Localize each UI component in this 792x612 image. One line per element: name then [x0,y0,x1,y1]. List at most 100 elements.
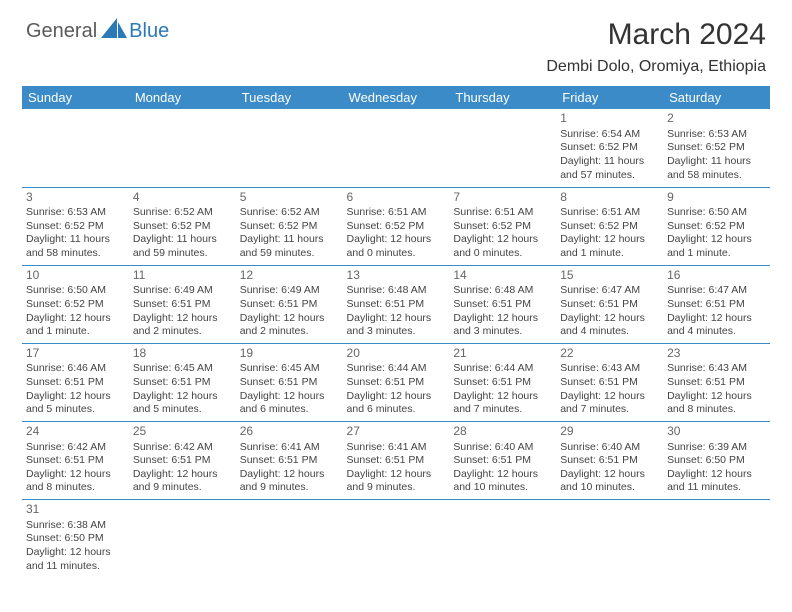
cell-text: and 58 minutes. [26,247,125,261]
cell-text: Daylight: 11 hours [240,233,339,247]
cell-text: Sunrise: 6:42 AM [133,441,232,455]
day-number: 19 [240,346,339,362]
cell-text: Sunrise: 6:51 AM [347,206,446,220]
cell-text: Daylight: 11 hours [667,155,766,169]
cell-text: Sunset: 6:51 PM [453,454,552,468]
cell-text: and 4 minutes. [560,325,659,339]
calendar-body: 1Sunrise: 6:54 AMSunset: 6:52 PMDaylight… [22,109,770,578]
cell-text: and 58 minutes. [667,169,766,183]
calendar-cell: 25Sunrise: 6:42 AMSunset: 6:51 PMDayligh… [129,421,236,499]
cell-text: Sunset: 6:51 PM [560,376,659,390]
calendar-cell: 12Sunrise: 6:49 AMSunset: 6:51 PMDayligh… [236,265,343,343]
day-header: Wednesday [343,86,450,109]
cell-text: Sunrise: 6:47 AM [667,284,766,298]
empty-cell [22,109,129,187]
cell-text: Daylight: 11 hours [560,155,659,169]
cell-text: Sunset: 6:52 PM [667,141,766,155]
calendar-cell: 24Sunrise: 6:42 AMSunset: 6:51 PMDayligh… [22,421,129,499]
brand-part2: Blue [129,20,169,43]
cell-text: Sunset: 6:51 PM [240,454,339,468]
cell-text: Sunrise: 6:48 AM [453,284,552,298]
calendar-cell: 19Sunrise: 6:45 AMSunset: 6:51 PMDayligh… [236,343,343,421]
empty-cell [343,500,450,578]
cell-text: Sunrise: 6:42 AM [26,441,125,455]
calendar-cell: 26Sunrise: 6:41 AMSunset: 6:51 PMDayligh… [236,421,343,499]
cell-text: Sunrise: 6:44 AM [347,362,446,376]
day-number: 5 [240,190,339,206]
empty-cell [343,109,450,187]
cell-text: Daylight: 12 hours [667,390,766,404]
calendar-cell: 16Sunrise: 6:47 AMSunset: 6:51 PMDayligh… [663,265,770,343]
cell-text: and 6 minutes. [240,403,339,417]
cell-text: and 7 minutes. [560,403,659,417]
cell-text: and 5 minutes. [133,403,232,417]
cell-text: Sunset: 6:51 PM [560,298,659,312]
cell-text: Daylight: 12 hours [26,546,125,560]
cell-text: Sunset: 6:50 PM [667,454,766,468]
calendar-row: 10Sunrise: 6:50 AMSunset: 6:52 PMDayligh… [22,265,770,343]
cell-text: Sunset: 6:52 PM [560,141,659,155]
calendar-cell: 15Sunrise: 6:47 AMSunset: 6:51 PMDayligh… [556,265,663,343]
cell-text: Sunset: 6:51 PM [667,298,766,312]
day-header: Monday [129,86,236,109]
cell-text: Sunrise: 6:49 AM [133,284,232,298]
cell-text: Sunrise: 6:52 AM [240,206,339,220]
cell-text: Sunset: 6:51 PM [347,298,446,312]
cell-text: and 7 minutes. [453,403,552,417]
cell-text: and 6 minutes. [347,403,446,417]
calendar-row: 24Sunrise: 6:42 AMSunset: 6:51 PMDayligh… [22,421,770,499]
title-block: March 2024 Dembi Dolo, Oromiya, Ethiopia [546,18,766,76]
calendar-cell: 23Sunrise: 6:43 AMSunset: 6:51 PMDayligh… [663,343,770,421]
cell-text: Sunrise: 6:45 AM [133,362,232,376]
cell-text: Sunrise: 6:47 AM [560,284,659,298]
cell-text: Sunrise: 6:45 AM [240,362,339,376]
cell-text: Sunset: 6:52 PM [453,220,552,234]
cell-text: and 9 minutes. [347,481,446,495]
day-number: 24 [26,424,125,440]
day-header: Sunday [22,86,129,109]
cell-text: Daylight: 12 hours [453,468,552,482]
cell-text: Daylight: 12 hours [347,390,446,404]
empty-cell [236,500,343,578]
cell-text: Sunset: 6:51 PM [240,376,339,390]
day-number: 21 [453,346,552,362]
brand-part1: General [26,20,97,43]
cell-text: Daylight: 11 hours [26,233,125,247]
cell-text: Sunset: 6:51 PM [26,376,125,390]
cell-text: Sunset: 6:52 PM [667,220,766,234]
day-number: 13 [347,268,446,284]
day-header-row: SundayMondayTuesdayWednesdayThursdayFrid… [22,86,770,109]
cell-text: and 11 minutes. [667,481,766,495]
empty-cell [129,500,236,578]
cell-text: Sunrise: 6:40 AM [560,441,659,455]
empty-cell [449,109,556,187]
calendar-cell: 14Sunrise: 6:48 AMSunset: 6:51 PMDayligh… [449,265,556,343]
calendar-cell: 10Sunrise: 6:50 AMSunset: 6:52 PMDayligh… [22,265,129,343]
cell-text: Sunset: 6:51 PM [26,454,125,468]
calendar-cell: 7Sunrise: 6:51 AMSunset: 6:52 PMDaylight… [449,187,556,265]
calendar-row: 17Sunrise: 6:46 AMSunset: 6:51 PMDayligh… [22,343,770,421]
cell-text: Sunrise: 6:43 AM [560,362,659,376]
cell-text: Sunset: 6:52 PM [133,220,232,234]
calendar-cell: 3Sunrise: 6:53 AMSunset: 6:52 PMDaylight… [22,187,129,265]
day-number: 28 [453,424,552,440]
day-number: 15 [560,268,659,284]
cell-text: Daylight: 11 hours [133,233,232,247]
cell-text: Daylight: 12 hours [26,390,125,404]
cell-text: and 10 minutes. [453,481,552,495]
cell-text: Sunrise: 6:50 AM [667,206,766,220]
calendar-cell: 11Sunrise: 6:49 AMSunset: 6:51 PMDayligh… [129,265,236,343]
cell-text: Sunset: 6:51 PM [667,376,766,390]
cell-text: Sunrise: 6:43 AM [667,362,766,376]
day-number: 2 [667,111,766,127]
cell-text: Sunrise: 6:52 AM [133,206,232,220]
cell-text: Sunrise: 6:54 AM [560,128,659,142]
cell-text: Daylight: 12 hours [453,312,552,326]
cell-text: Daylight: 12 hours [133,468,232,482]
cell-text: and 8 minutes. [667,403,766,417]
day-number: 18 [133,346,232,362]
cell-text: Sunrise: 6:48 AM [347,284,446,298]
calendar-cell: 6Sunrise: 6:51 AMSunset: 6:52 PMDaylight… [343,187,450,265]
calendar-cell: 2Sunrise: 6:53 AMSunset: 6:52 PMDaylight… [663,109,770,187]
cell-text: Daylight: 12 hours [453,390,552,404]
